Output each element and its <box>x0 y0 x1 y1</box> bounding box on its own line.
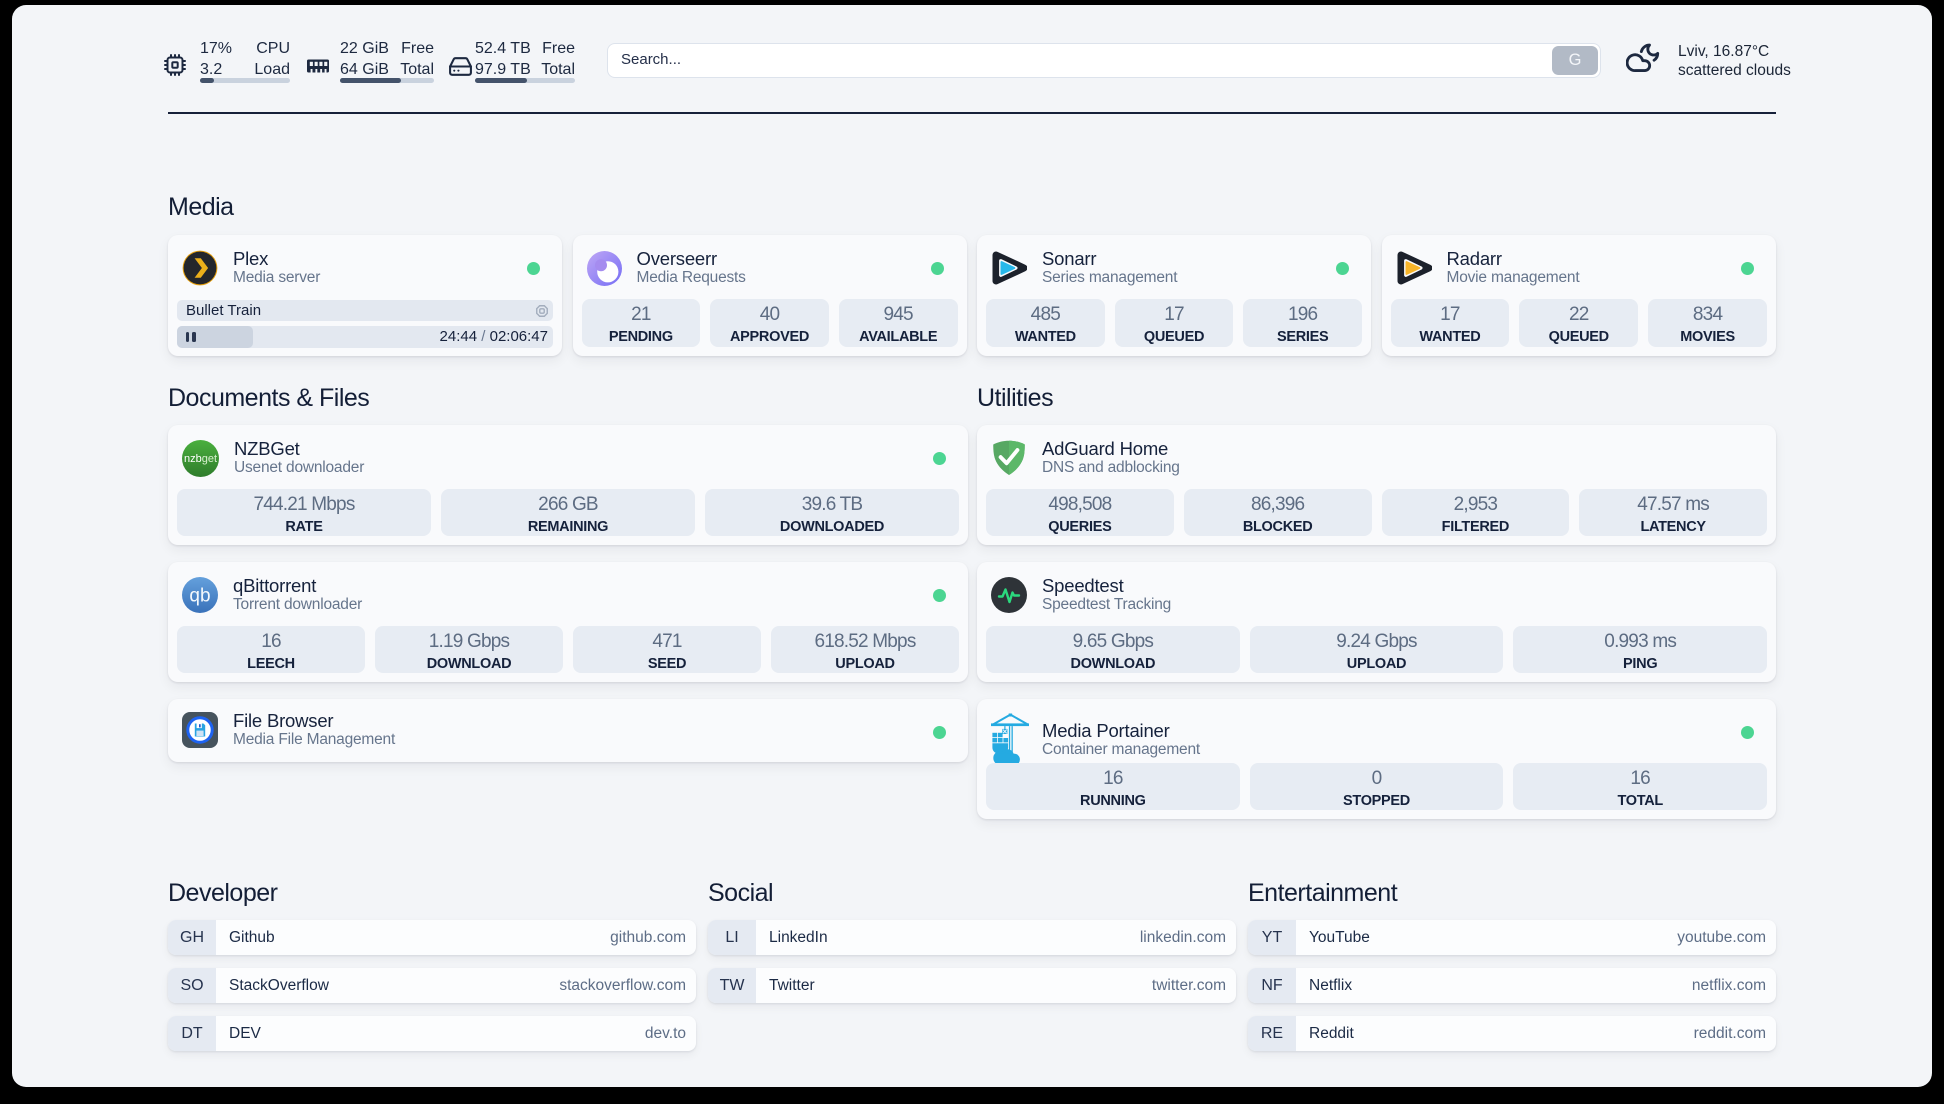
svg-text:nzbget: nzbget <box>184 453 217 465</box>
svg-text:qb: qb <box>189 586 210 607</box>
